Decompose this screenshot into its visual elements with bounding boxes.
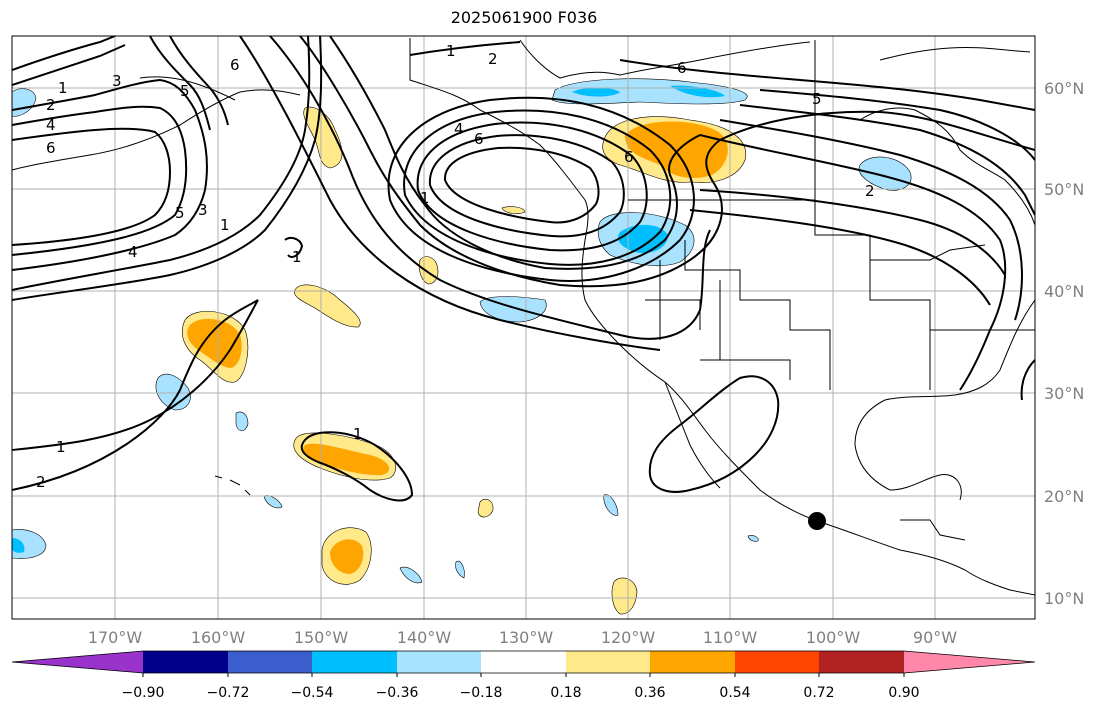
colorbar-tick-label: 0.36 — [634, 685, 665, 701]
positive-anomaly-region — [477, 498, 494, 518]
contour-label: 1 — [353, 425, 363, 443]
contour-label: 2 — [488, 50, 498, 68]
colorbar-extend-min — [12, 651, 143, 673]
contour-label: 3 — [198, 201, 208, 219]
contour-label: 6 — [677, 59, 687, 77]
colorbar-tick-label: 0.54 — [719, 685, 750, 701]
positive-anomaly-region — [611, 577, 638, 615]
latitude-labels: 60°N 50°N 40°N 30°N 20°N 10°N — [1044, 79, 1084, 608]
positive-anomaly-core — [330, 539, 364, 574]
colorbar-tick-label: 0.72 — [803, 685, 834, 701]
contour-label: 6 — [46, 139, 56, 157]
lon-label: 150°W — [294, 628, 349, 647]
positive-anomaly-core — [303, 443, 390, 476]
contour-label: 1 — [220, 216, 230, 234]
contour-label: 1 — [56, 438, 66, 456]
positive-anomaly-region — [501, 206, 526, 214]
colorbar-tick-label: −0.36 — [376, 685, 419, 701]
negative-anomaly-region — [455, 560, 465, 579]
colorbar-tick-label: −0.90 — [122, 685, 165, 701]
contour-label: 2 — [865, 182, 875, 200]
lon-label: 160°W — [191, 628, 246, 647]
positive-anomaly-core — [187, 318, 242, 368]
contour-label: 1 — [292, 248, 302, 266]
positive-anomaly-region — [303, 106, 343, 169]
contour-label: 6 — [474, 130, 484, 148]
longitude-labels: 170°W 160°W 150°W 140°W 130°W 120°W 110°… — [88, 628, 957, 647]
negative-anomaly-region — [858, 156, 912, 191]
lat-label: 10°N — [1044, 589, 1084, 608]
lat-label: 30°N — [1044, 384, 1084, 403]
contour-label: 3 — [112, 72, 122, 90]
contour-label: 6 — [624, 148, 634, 166]
colorbar-tick-label: −0.72 — [207, 685, 250, 701]
colorbar-tick-label: −0.54 — [291, 685, 334, 701]
colorbar-segment — [819, 651, 904, 673]
plot-frame — [11, 35, 1036, 620]
contour-label: 5 — [812, 90, 822, 108]
colorbar-segment — [143, 651, 228, 673]
negative-anomaly-region — [399, 566, 423, 584]
colorbar-segment — [228, 651, 312, 673]
lat-label: 50°N — [1044, 180, 1084, 199]
colorbar-tick-label: 0.18 — [550, 685, 581, 701]
contour-label: 6 — [230, 56, 240, 74]
contour-labels: 1 2 4 6 3 5 6 5 3 1 4 1 1 2 1 2 4 6 6 5 … — [36, 42, 875, 491]
colorbar-segment — [735, 651, 819, 673]
colorbar-segment — [650, 651, 735, 673]
negative-anomaly-core — [12, 538, 25, 553]
colorbar-segment — [566, 651, 650, 673]
contour-label: 1 — [420, 189, 430, 207]
lon-label: 110°W — [703, 628, 758, 647]
lon-label: 130°W — [499, 628, 554, 647]
location-marker — [808, 512, 826, 530]
colorbar-segment — [312, 651, 397, 673]
contour-label: 2 — [36, 473, 46, 491]
contour-lines — [12, 36, 1035, 502]
contour-label: 5 — [180, 82, 190, 100]
colorbar-segment — [481, 651, 566, 673]
colorbar — [11, 650, 1036, 677]
negative-anomaly-core — [572, 85, 725, 98]
lat-label: 40°N — [1044, 282, 1084, 301]
lat-label: 60°N — [1044, 79, 1084, 98]
colorbar-segment — [397, 651, 481, 673]
negative-anomaly-region — [747, 535, 759, 542]
lon-label: 120°W — [601, 628, 656, 647]
lon-label: 140°W — [397, 628, 452, 647]
negative-anomaly-region — [235, 411, 249, 432]
colorbar-tick-label: −0.18 — [460, 685, 503, 701]
lat-label: 20°N — [1044, 487, 1084, 506]
contour-label: 1 — [58, 79, 68, 97]
negative-anomaly-region — [551, 78, 748, 105]
contour-label: 4 — [454, 120, 464, 138]
lon-label: 100°W — [806, 628, 861, 647]
lon-label: 170°W — [88, 628, 143, 647]
graticule — [12, 36, 1035, 619]
contour-label: 5 — [175, 204, 185, 222]
map-title: 2025061900 F036 — [450, 8, 598, 27]
positive-anomaly-region — [294, 284, 361, 328]
colorbar-extend-max — [904, 651, 1035, 673]
contour-label: 1 — [446, 42, 456, 60]
colorbar-tick-labels: −0.90 −0.72 −0.54 −0.36 −0.18 0.18 0.36 … — [122, 685, 920, 701]
contour-label: 4 — [128, 243, 138, 261]
colorbar-tick-label: 0.90 — [888, 685, 919, 701]
lon-label: 90°W — [913, 628, 957, 647]
contour-label: 4 — [46, 116, 56, 134]
contour-label: 2 — [46, 96, 56, 114]
